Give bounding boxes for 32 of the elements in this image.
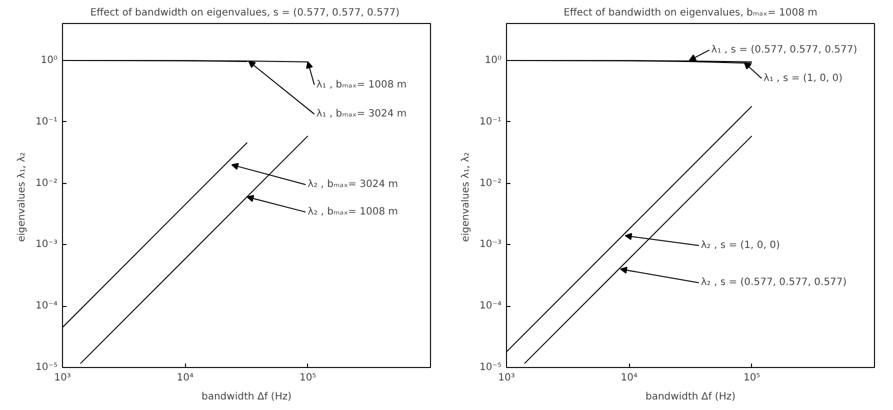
annotation: λ₁ , bₘₐₓ= 3024 m <box>316 108 407 120</box>
y-tick-label: 10⁰ <box>484 54 502 66</box>
x-tick-label: 10⁵ <box>299 372 316 384</box>
x-axis-title: bandwidth Δf (Hz) <box>201 392 292 402</box>
annotation: λ₁ , s = (0.577, 0.577, 0.577) <box>711 44 858 56</box>
annotation: λ₂ , bₘₐₓ= 1008 m <box>308 206 398 218</box>
annotation: λ₂ , s = (0.577, 0.577, 0.577) <box>700 277 847 288</box>
y-tick-label: 10⁻¹ <box>479 116 502 128</box>
y-tick-label: 10⁻² <box>35 178 58 189</box>
y-tick-label: 10⁻⁴ <box>479 300 502 312</box>
y-tick-label: 10⁻⁴ <box>35 300 58 312</box>
x-tick-label: 10⁴ <box>620 372 638 384</box>
chart-title: Effect of bandwidth on eigenvalues, s = (0.577, 0.577, 0.577) <box>90 8 400 18</box>
x-tick-label: 10⁵ <box>743 372 760 384</box>
x-tick-label: 10³ <box>498 372 515 384</box>
y-tick-label: 10⁻⁵ <box>35 362 58 373</box>
x-tick-label: 10⁴ <box>176 372 194 384</box>
y-tick-label: 10⁻² <box>479 178 502 189</box>
x-tick-label: 10³ <box>54 372 71 384</box>
y-tick-label: 10⁻³ <box>479 239 502 250</box>
chart-title: Effect of bandwidth on eigenvalues, bₘₐₓ= 1008 m <box>564 8 818 18</box>
annotation: λ₁ , s = (1, 0, 0) <box>764 72 843 84</box>
y-tick-label: 10⁻⁵ <box>479 362 502 373</box>
annotation: λ₁ , bₘₐₓ= 1008 m <box>316 79 407 90</box>
x-axis-title: bandwidth Δf (Hz) <box>645 392 736 402</box>
y-tick-label: 10⁰ <box>40 54 58 66</box>
y-axis-title: eigenvalues λ₁, λ₂ <box>16 152 28 242</box>
y-tick-label: 10⁻³ <box>35 239 58 250</box>
y-tick-label: 10⁻¹ <box>35 116 58 128</box>
annotation: λ₂ , bₘₐₓ= 3024 m <box>308 179 398 190</box>
annotation: λ₂ , s = (1, 0, 0) <box>700 240 780 251</box>
y-axis-title: eigenvalues λ₁, λ₂ <box>460 152 472 242</box>
